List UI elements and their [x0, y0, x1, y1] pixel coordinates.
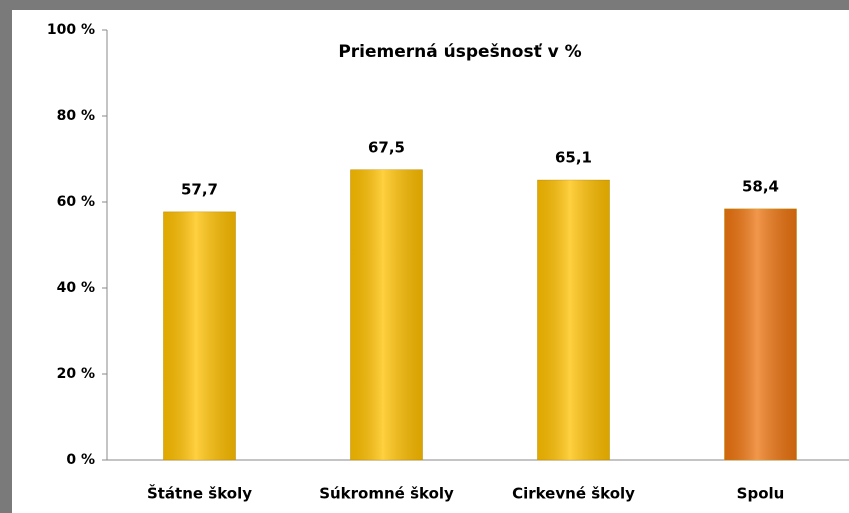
bar-shine [537, 180, 610, 460]
x-tick-label: Spolu [737, 485, 785, 503]
chart-title: Priemerná úspešnosť v % [338, 42, 581, 62]
value-label: 58,4 [742, 177, 779, 195]
value-label: 57,7 [181, 180, 218, 198]
y-tick-label: 40 % [57, 280, 95, 296]
x-tick-label: Štátne školy [147, 484, 252, 503]
value-label: 67,5 [368, 138, 405, 156]
y-tick-label: 100 % [47, 22, 95, 38]
y-tick-label: 80 % [57, 108, 95, 124]
x-tick-label: Cirkevné školy [512, 485, 635, 503]
y-tick-label: 60 % [57, 194, 95, 210]
bar-shine [163, 211, 236, 460]
bar-shine [724, 208, 797, 460]
y-tick-label: 20 % [57, 366, 95, 382]
panel [12, 10, 849, 513]
value-label: 65,1 [555, 149, 592, 167]
x-tick-label: Súkromné školy [319, 485, 454, 503]
bar-shine [350, 169, 423, 460]
y-tick-label: 0 % [66, 452, 95, 468]
